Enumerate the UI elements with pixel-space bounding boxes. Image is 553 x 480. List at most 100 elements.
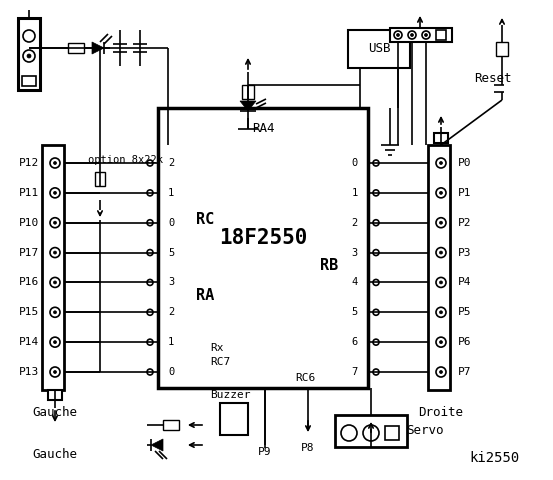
- Bar: [385, 426, 399, 440]
- Text: P14: P14: [19, 337, 39, 347]
- Bar: [22, 76, 36, 86]
- Text: 0: 0: [168, 367, 174, 377]
- Text: Gauche: Gauche: [33, 448, 77, 461]
- Circle shape: [373, 250, 379, 255]
- Circle shape: [50, 218, 60, 228]
- Circle shape: [436, 248, 446, 258]
- Bar: [48, 390, 62, 400]
- Circle shape: [373, 160, 379, 166]
- Circle shape: [341, 425, 357, 441]
- Circle shape: [436, 367, 446, 377]
- Circle shape: [394, 31, 402, 39]
- Circle shape: [440, 192, 442, 194]
- Bar: [163, 420, 179, 430]
- Circle shape: [23, 30, 35, 42]
- Circle shape: [54, 281, 56, 284]
- Circle shape: [50, 307, 60, 317]
- Circle shape: [54, 161, 56, 165]
- Text: 2: 2: [168, 158, 174, 168]
- Text: RA4: RA4: [252, 121, 274, 134]
- Circle shape: [425, 34, 427, 36]
- Circle shape: [440, 221, 442, 224]
- Text: 3: 3: [168, 277, 174, 288]
- Circle shape: [397, 34, 399, 36]
- Circle shape: [147, 220, 153, 226]
- Circle shape: [440, 311, 442, 314]
- Text: RC6: RC6: [296, 373, 316, 383]
- Text: Gauche: Gauche: [33, 406, 77, 419]
- Text: P16: P16: [19, 277, 39, 288]
- Bar: [42, 145, 64, 390]
- Circle shape: [50, 248, 60, 258]
- Text: 3: 3: [352, 248, 358, 258]
- Bar: [242, 85, 254, 99]
- Circle shape: [410, 34, 414, 36]
- Text: option 8x22k: option 8x22k: [88, 155, 163, 165]
- Text: P12: P12: [19, 158, 39, 168]
- Text: Servo: Servo: [406, 424, 444, 437]
- Bar: [158, 108, 368, 388]
- Circle shape: [50, 188, 60, 198]
- Circle shape: [50, 367, 60, 377]
- Circle shape: [440, 371, 442, 373]
- Circle shape: [436, 218, 446, 228]
- Circle shape: [54, 371, 56, 373]
- Circle shape: [27, 54, 31, 58]
- Bar: [95, 172, 105, 186]
- Text: 2: 2: [352, 218, 358, 228]
- Circle shape: [50, 158, 60, 168]
- Bar: [434, 133, 448, 143]
- Text: P13: P13: [19, 367, 39, 377]
- Text: 1: 1: [168, 188, 174, 198]
- Bar: [18, 18, 40, 90]
- Text: P6: P6: [458, 337, 472, 347]
- Text: P5: P5: [458, 307, 472, 317]
- Circle shape: [440, 281, 442, 284]
- Bar: [496, 42, 508, 56]
- Text: Reset: Reset: [474, 72, 512, 84]
- Bar: [68, 43, 84, 53]
- Text: 1: 1: [168, 337, 174, 347]
- Text: P17: P17: [19, 248, 39, 258]
- Text: 7: 7: [352, 367, 358, 377]
- Text: 0: 0: [168, 218, 174, 228]
- Text: 4: 4: [352, 277, 358, 288]
- Circle shape: [373, 339, 379, 345]
- Polygon shape: [151, 439, 163, 451]
- Circle shape: [147, 250, 153, 255]
- Polygon shape: [92, 42, 104, 54]
- Text: RB: RB: [320, 257, 338, 273]
- Polygon shape: [240, 101, 256, 111]
- Circle shape: [54, 341, 56, 344]
- Circle shape: [440, 161, 442, 165]
- Text: P8: P8: [301, 443, 315, 453]
- Bar: [436, 30, 446, 40]
- Circle shape: [54, 192, 56, 194]
- Circle shape: [363, 425, 379, 441]
- Circle shape: [54, 251, 56, 254]
- Circle shape: [147, 309, 153, 315]
- Bar: [390, 28, 452, 42]
- Text: RC7: RC7: [210, 357, 230, 367]
- Text: P10: P10: [19, 218, 39, 228]
- Text: P3: P3: [458, 248, 472, 258]
- Text: 5: 5: [168, 248, 174, 258]
- Text: Droite: Droite: [419, 406, 463, 419]
- Text: P7: P7: [458, 367, 472, 377]
- Text: 5: 5: [352, 307, 358, 317]
- Text: ki2550: ki2550: [469, 451, 520, 465]
- Circle shape: [436, 188, 446, 198]
- Circle shape: [54, 311, 56, 314]
- Circle shape: [422, 31, 430, 39]
- Circle shape: [373, 309, 379, 315]
- Circle shape: [373, 190, 379, 196]
- Circle shape: [147, 339, 153, 345]
- Circle shape: [23, 50, 35, 62]
- Circle shape: [436, 337, 446, 347]
- Circle shape: [373, 369, 379, 375]
- Circle shape: [50, 337, 60, 347]
- Text: P0: P0: [458, 158, 472, 168]
- Bar: [220, 403, 248, 435]
- Circle shape: [50, 277, 60, 288]
- Text: P11: P11: [19, 188, 39, 198]
